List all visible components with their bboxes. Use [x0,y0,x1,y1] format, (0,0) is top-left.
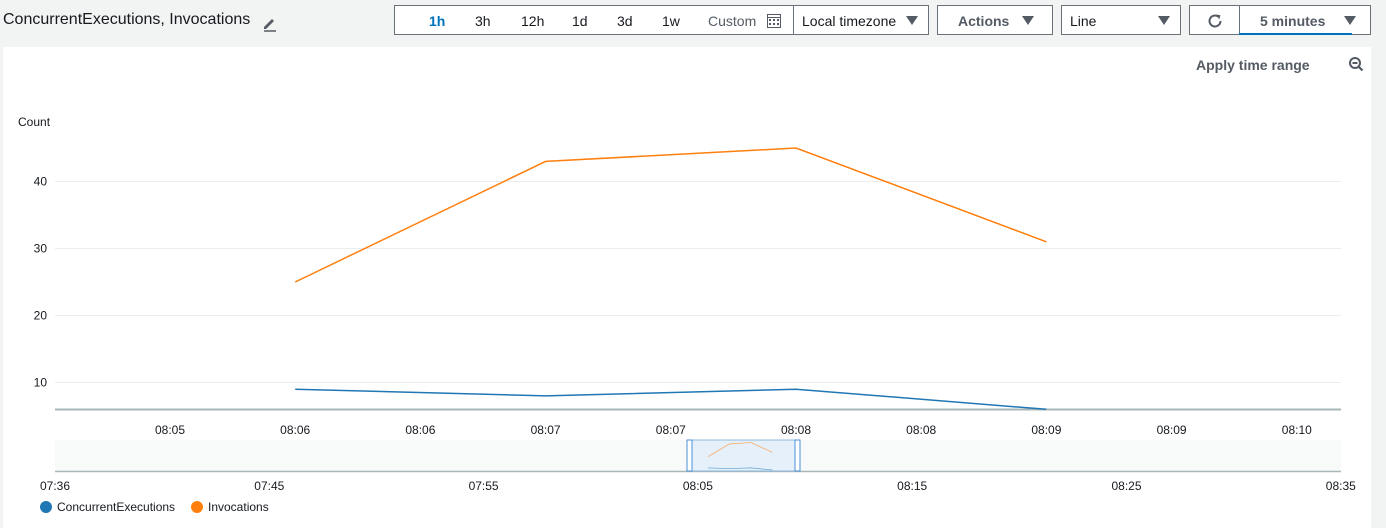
range-3h[interactable]: 3h [475,13,491,29]
series-line-invocations [294,147,1047,283]
refresh-interval-dropdown[interactable]: 5 minutes [1239,5,1371,35]
series-line-concurrentexecutions [295,388,1047,411]
y-tick-label: 10 [34,376,48,390]
x-tick-labels: 08:05 08:06 08:06 08:07 08:07 08:08 08:08 08:09… [155,423,1312,437]
legend-label: Invocations [208,500,269,514]
timezone-dropdown[interactable]: Local timezone [793,5,929,35]
legend-label: ConcurrentExecutions [57,500,176,514]
legend-swatch [191,501,203,513]
view-type-label: Line [1070,13,1097,29]
widget-toolbar: ConcurrentExecutions, Invocations 1h 3h … [0,0,1386,46]
overview-selection-window[interactable] [689,439,799,472]
y-tick-label: 40 [34,175,48,189]
caret-down-icon [1158,16,1170,25]
actions-dropdown[interactable]: Actions [937,5,1053,35]
actions-label: Actions [958,13,1010,29]
series-lines [294,147,1047,411]
x-tick-label: 08:09 [1031,423,1061,437]
refresh-icon [1208,14,1222,28]
view-type-dropdown[interactable]: Line [1061,5,1181,35]
caret-down-icon [1344,16,1356,25]
y-tick-label: 30 [34,242,48,256]
x-tick-label: 08:06 [280,423,310,437]
overview-right-handle[interactable] [794,439,801,472]
x-tick-label: 08:09 [1157,423,1187,437]
overview-line-concurrentexecutions [707,467,773,471]
caret-down-icon [1022,16,1034,25]
interval-label: 5 minutes [1260,13,1326,29]
y-tick-labels: 10 20 30 40 [34,175,48,390]
overview-navigator[interactable]: 07:36 07:45 07:55 08:05 08:15 08:25 08:35 [40,439,1356,493]
overview-tick-label: 07:45 [254,479,284,493]
pencil-icon[interactable] [261,15,279,33]
range-1w[interactable]: 1w [662,13,680,29]
range-12h[interactable]: 12h [521,13,545,29]
x-tick-label: 08:10 [1282,423,1312,437]
refresh-button[interactable] [1189,5,1240,35]
legend-item-concurrentexecutions[interactable]: ConcurrentExecutions [40,500,175,514]
active-underline [1239,33,1352,35]
y-axis-label: Count [18,115,51,129]
x-tick-label: 08:08 [781,423,811,437]
y-tick-label: 20 [34,309,48,323]
range-1d[interactable]: 1d [572,13,588,29]
overview-tick-label: 07:55 [469,479,499,493]
timezone-label: Local timezone [802,13,897,29]
overview-tick-label: 08:25 [1111,479,1141,493]
x-tick-label: 08:06 [405,423,435,437]
caret-down-icon [906,16,918,25]
range-3d[interactable]: 3d [617,13,633,29]
overview-line-invocations [707,442,773,457]
legend-swatch [40,501,52,513]
overview-tick-label: 08:35 [1326,479,1356,493]
x-tick-label: 08:07 [656,423,686,437]
grid-lines [55,181,1341,383]
overview-tick-labels: 07:36 07:45 07:55 08:05 08:15 08:25 08:35 [40,479,1356,493]
apply-time-range-button[interactable]: Apply time range [1196,57,1310,73]
calendar-icon[interactable] [767,14,781,28]
legend-item-invocations[interactable]: Invocations [191,500,269,514]
range-custom[interactable]: Custom [708,13,757,29]
x-tick-label: 08:07 [531,423,561,437]
x-tick-label: 08:08 [906,423,936,437]
overview-mini-series [707,442,773,471]
overview-tick-label: 08:15 [897,479,927,493]
zoom-out-icon[interactable] [1348,56,1364,72]
time-range-selector: 1h 3h 12h 1d 3d 1w Custom [394,5,794,35]
x-tick-label: 08:05 [155,423,185,437]
range-1h[interactable]: 1h [429,13,446,29]
overview-tick-label: 08:05 [683,479,713,493]
widget-title: ConcurrentExecutions, Invocations [3,11,251,28]
overview-left-handle[interactable] [686,439,693,472]
overview-tick-label: 07:36 [40,479,70,493]
